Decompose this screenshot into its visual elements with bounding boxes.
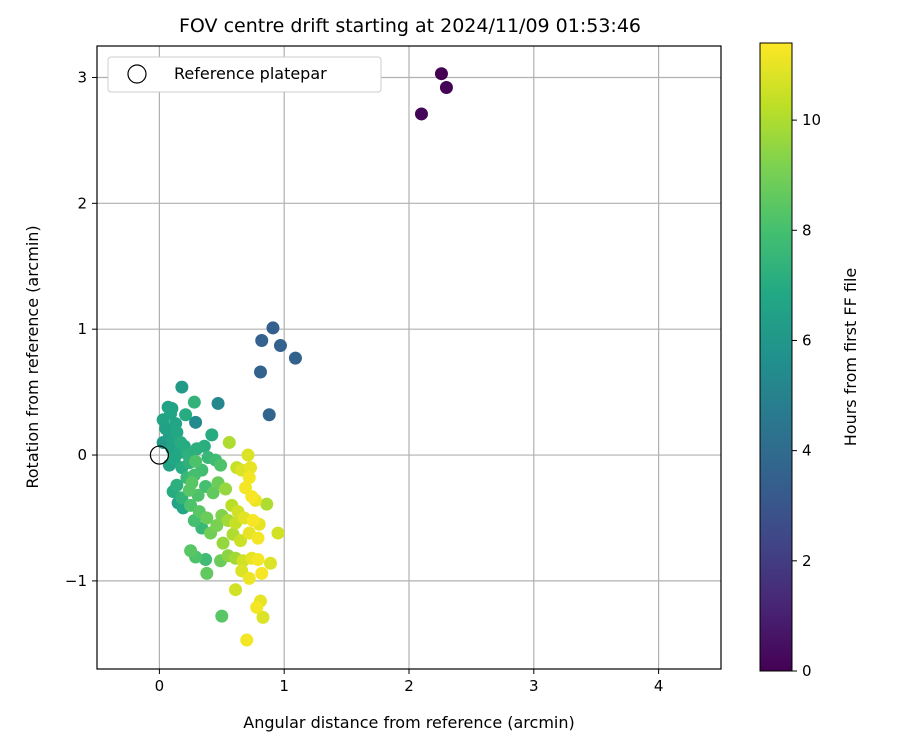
data-point (273, 339, 287, 353)
data-point (184, 544, 198, 558)
data-point (189, 454, 203, 468)
data-point (164, 407, 178, 421)
y-tick-label: 3 (77, 68, 87, 86)
colorbar-tick-label: 8 (802, 221, 812, 239)
legend-entry: Reference platepar (174, 64, 327, 83)
data-point (242, 571, 256, 585)
data-point (251, 553, 265, 567)
colorbar-tick-label: 2 (802, 552, 812, 570)
data-point (187, 395, 201, 409)
data-point (253, 365, 267, 379)
colorbar-axis: 0 2 4 6 8 10 (792, 111, 821, 680)
data-point (199, 553, 213, 567)
data-point (200, 566, 214, 580)
y-axis-label: Rotation from reference (arcmin) (23, 225, 42, 488)
data-point (251, 531, 265, 545)
data-point (244, 461, 258, 475)
colorbar-tick-label: 10 (802, 111, 821, 129)
data-point (219, 482, 233, 496)
data-point (216, 536, 230, 550)
data-point (256, 610, 270, 624)
x-tick-label: 0 (155, 677, 165, 695)
data-point (414, 107, 428, 121)
grid (97, 46, 721, 669)
legend: Reference platepar (107, 56, 382, 93)
data-point (175, 380, 189, 394)
data-point (271, 526, 285, 540)
reference-point (149, 445, 169, 465)
data-point (170, 425, 184, 439)
data-point (206, 486, 220, 500)
y-tick-label: 0 (77, 446, 87, 464)
data-point (211, 396, 225, 410)
data-point (205, 428, 219, 442)
data-point (262, 408, 276, 422)
data-point (185, 476, 199, 490)
data-point (215, 609, 229, 623)
data-point (210, 519, 224, 533)
data-point (245, 490, 259, 504)
data-point (255, 334, 269, 348)
y-tick-label: −1 (65, 572, 87, 590)
data-point (263, 556, 277, 570)
colorbar-label: Hours from first FF file (841, 268, 860, 447)
colorbar-tick-label: 4 (802, 442, 812, 460)
x-tick-label: 1 (279, 677, 289, 695)
data-point (255, 566, 269, 580)
data-point (246, 513, 260, 527)
colorbar-tick-label: 6 (802, 331, 812, 349)
colorbar (759, 42, 793, 672)
data-point (241, 448, 255, 462)
data-point (167, 452, 181, 466)
x-axis: 0 1 2 3 4 (155, 669, 664, 695)
data-point (439, 81, 453, 95)
data-point (234, 534, 248, 548)
y-tick-label: 2 (77, 194, 87, 212)
data-point (288, 351, 302, 365)
data-point (434, 67, 448, 81)
data-point (222, 435, 236, 449)
x-axis-label: Angular distance from reference (arcmin) (243, 713, 574, 732)
data-point (250, 600, 264, 614)
legend-box (107, 56, 382, 93)
data-point (179, 408, 193, 422)
x-tick-label: 2 (404, 677, 414, 695)
x-tick-label: 4 (654, 677, 664, 695)
data-point (229, 583, 243, 597)
data-point (189, 415, 203, 429)
colorbar-tick-label: 0 (802, 662, 812, 680)
legend-marker-icon (127, 64, 147, 84)
y-tick-label: 1 (77, 320, 87, 338)
x-tick-label: 3 (529, 677, 539, 695)
y-axis: −1 0 1 2 3 (65, 68, 97, 590)
data-point (260, 497, 274, 511)
data-point (170, 478, 184, 492)
chart-title: FOV centre drift starting at 2024/11/09 … (179, 15, 641, 37)
data-point (240, 633, 254, 647)
data-point (266, 321, 280, 335)
data-point (200, 511, 214, 525)
data-points (149, 67, 453, 647)
data-point (214, 458, 228, 472)
data-point (190, 442, 204, 456)
data-point (242, 471, 256, 485)
